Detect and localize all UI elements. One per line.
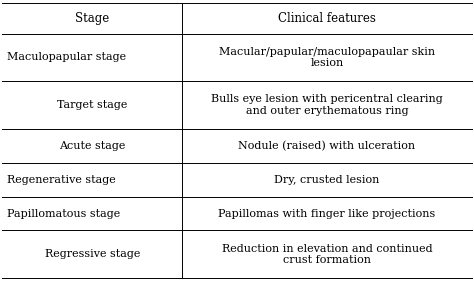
- Text: Papillomatous stage: Papillomatous stage: [7, 209, 120, 219]
- Text: Acute stage: Acute stage: [59, 141, 126, 151]
- Text: Stage: Stage: [75, 12, 109, 25]
- Text: Nodule (raised) with ulceration: Nodule (raised) with ulceration: [238, 141, 416, 151]
- Text: Papillomas with finger like projections: Papillomas with finger like projections: [219, 209, 436, 219]
- Text: Dry, crusted lesion: Dry, crusted lesion: [274, 175, 380, 185]
- Text: Bulls eye lesion with pericentral clearing
and outer erythematous ring: Bulls eye lesion with pericentral cleari…: [211, 94, 443, 116]
- Text: Regenerative stage: Regenerative stage: [7, 175, 116, 185]
- Text: Regressive stage: Regressive stage: [45, 249, 140, 259]
- Text: Clinical features: Clinical features: [278, 12, 376, 25]
- Text: Reduction in elevation and continued
crust formation: Reduction in elevation and continued cru…: [222, 244, 432, 265]
- Text: Maculopapular stage: Maculopapular stage: [7, 53, 126, 62]
- Text: Macular/papular/maculopapaular skin
lesion: Macular/papular/maculopapaular skin lesi…: [219, 47, 435, 68]
- Text: Target stage: Target stage: [57, 100, 128, 110]
